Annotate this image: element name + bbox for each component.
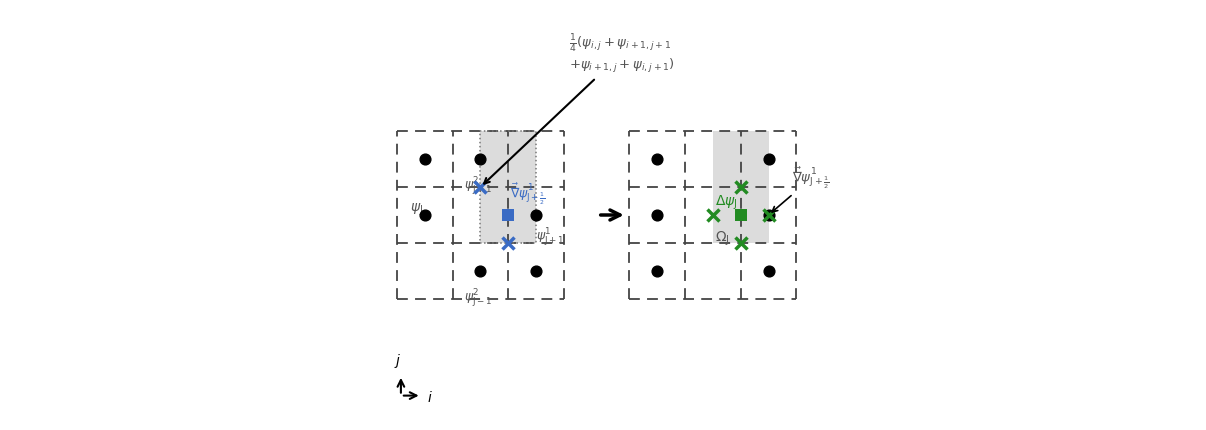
Point (759, 156, 778, 163)
Bar (713, 131, 768, 243)
Text: $\psi^2_{\rm J-1}$: $\psi^2_{\rm J-1}$ (464, 287, 492, 309)
Text: $\psi_{\rm J}$: $\psi_{\rm J}$ (410, 202, 422, 218)
Point (648, 212, 667, 218)
Point (648, 267, 667, 274)
Point (470, 156, 490, 163)
Text: $\psi^1_{\rm J+1}$: $\psi^1_{\rm J+1}$ (537, 226, 564, 248)
Text: $i$: $i$ (427, 390, 433, 405)
Point (759, 212, 778, 218)
Point (470, 267, 490, 274)
Point (527, 267, 546, 274)
Text: $j$: $j$ (393, 352, 402, 370)
Text: $\Omega_{\rm J}$: $\Omega_{\rm J}$ (715, 230, 730, 249)
Point (527, 212, 546, 218)
Text: $\vec{\nabla}\psi^1_{{\rm J}+\frac{1}{2}}$: $\vec{\nabla}\psi^1_{{\rm J}+\frac{1}{2}… (510, 182, 545, 207)
Bar (480, 131, 537, 243)
Point (759, 267, 778, 274)
Text: $\vec{\nabla}\psi^1_{{\rm J}+\frac{1}{2}}$: $\vec{\nabla}\psi^1_{{\rm J}+\frac{1}{2}… (772, 166, 830, 212)
Point (415, 212, 434, 218)
Text: $\psi^2_{\rm J+1}$: $\psi^2_{\rm J+1}$ (464, 175, 492, 197)
Text: $\frac{1}{4}(\psi_{i,j} + \psi_{i+1,j+1}$
$+\psi_{i+1,j} + \psi_{i,j+1})$: $\frac{1}{4}(\psi_{i,j} + \psi_{i+1,j+1}… (484, 33, 674, 184)
Point (415, 156, 434, 163)
Bar (480, 131, 537, 243)
Text: $\Delta\psi_{\rm J}$: $\Delta\psi_{\rm J}$ (715, 193, 737, 212)
Point (648, 156, 667, 163)
